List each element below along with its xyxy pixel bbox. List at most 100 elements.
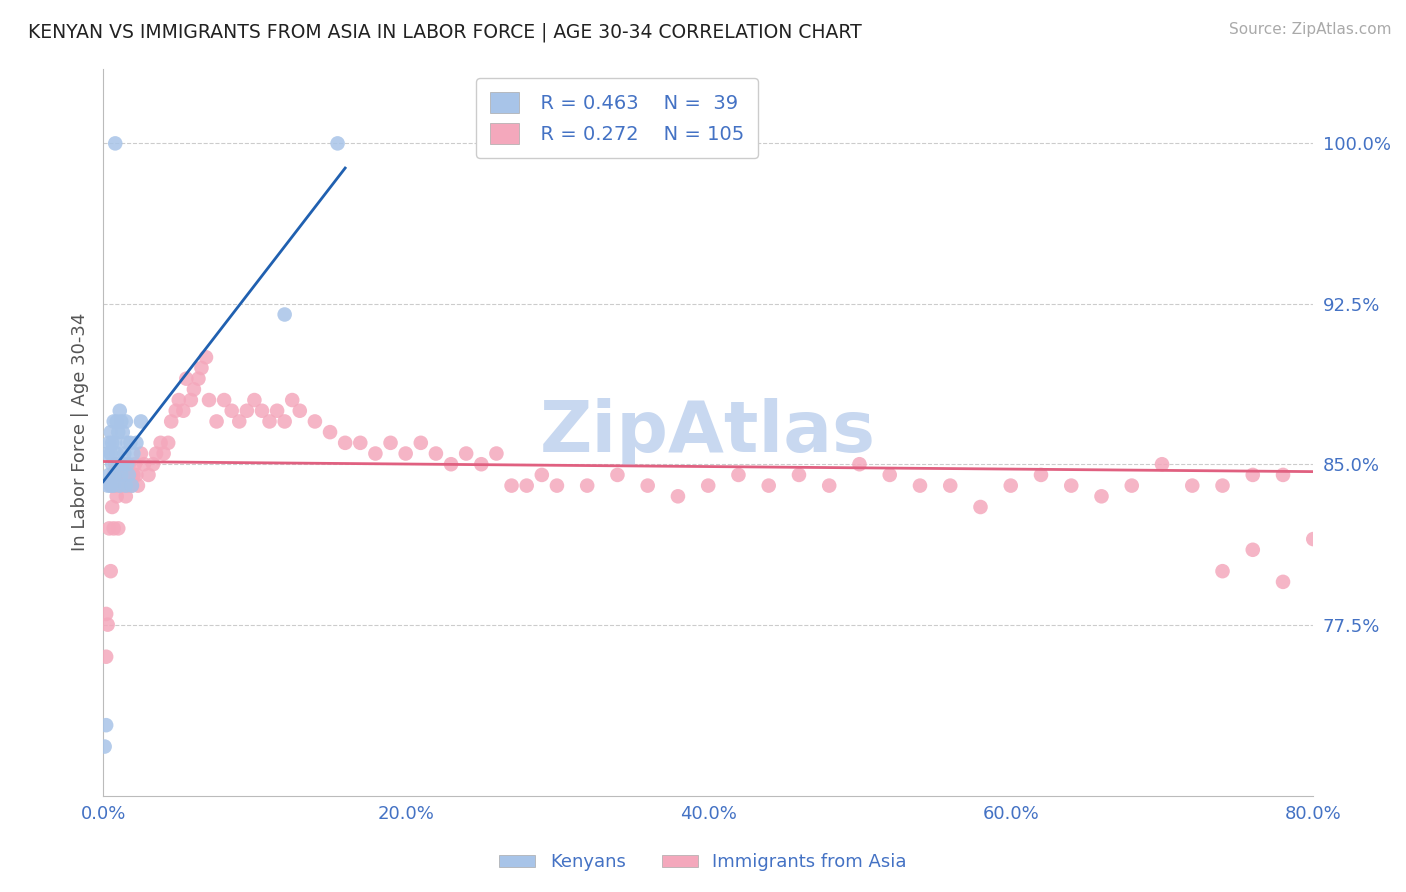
Point	[101, 500, 124, 514]
Point	[97, 617, 120, 632]
Point	[104, 467, 127, 482]
Point	[160, 414, 183, 428]
Point	[97, 446, 120, 460]
Point	[100, 564, 122, 578]
Point	[187, 372, 209, 386]
Point	[440, 457, 463, 471]
Point	[190, 361, 212, 376]
Point	[273, 414, 295, 428]
Point	[1211, 478, 1233, 492]
Point	[122, 446, 145, 460]
Point	[1121, 478, 1143, 492]
Point	[124, 457, 146, 471]
Point	[1211, 564, 1233, 578]
Point	[125, 435, 148, 450]
Point	[114, 478, 136, 492]
Point	[114, 467, 136, 482]
Point	[165, 403, 187, 417]
Point	[125, 467, 148, 482]
Point	[879, 467, 901, 482]
Point	[101, 457, 124, 471]
Point	[104, 478, 127, 492]
Point	[111, 457, 134, 471]
Point	[121, 478, 143, 492]
Point	[176, 372, 198, 386]
Y-axis label: In Labor Force | Age 30-34: In Labor Force | Age 30-34	[72, 313, 89, 551]
Point	[1302, 532, 1324, 546]
Point	[114, 489, 136, 503]
Point	[98, 467, 121, 482]
Point	[236, 403, 259, 417]
Point	[122, 467, 145, 482]
Point	[105, 489, 128, 503]
Point	[96, 607, 118, 621]
Point	[111, 478, 134, 492]
Point	[100, 425, 122, 439]
Point	[110, 414, 132, 428]
Point	[107, 521, 129, 535]
Text: KENYAN VS IMMIGRANTS FROM ASIA IN LABOR FORCE | AGE 30-34 CORRELATION CHART: KENYAN VS IMMIGRANTS FROM ASIA IN LABOR …	[28, 22, 862, 42]
Point	[281, 392, 304, 407]
Point	[111, 425, 134, 439]
Point	[120, 435, 142, 450]
Point	[666, 489, 689, 503]
Point	[1090, 489, 1112, 503]
Point	[259, 414, 281, 428]
Point	[100, 478, 122, 492]
Point	[108, 478, 131, 492]
Point	[180, 392, 202, 407]
Point	[349, 435, 371, 450]
Point	[304, 414, 326, 428]
Point	[97, 478, 120, 492]
Point	[1272, 467, 1295, 482]
Point	[104, 457, 127, 471]
Point	[1241, 467, 1264, 482]
Point	[114, 414, 136, 428]
Point	[273, 308, 295, 322]
Point	[118, 457, 141, 471]
Point	[228, 414, 250, 428]
Point	[142, 457, 165, 471]
Point	[697, 478, 720, 492]
Point	[266, 403, 288, 417]
Point	[939, 478, 962, 492]
Point	[1029, 467, 1052, 482]
Point	[96, 649, 118, 664]
Point	[516, 478, 538, 492]
Text: ZipAtlas: ZipAtlas	[540, 398, 876, 467]
Point	[243, 392, 266, 407]
Point	[112, 467, 135, 482]
Point	[107, 425, 129, 439]
Point	[100, 446, 122, 460]
Point	[100, 478, 122, 492]
Point	[198, 392, 221, 407]
Point	[470, 457, 492, 471]
Point	[637, 478, 659, 492]
Point	[606, 467, 628, 482]
Point	[138, 467, 160, 482]
Point	[112, 446, 135, 460]
Point	[501, 478, 523, 492]
Point	[395, 446, 418, 460]
Point	[848, 457, 870, 471]
Point	[96, 718, 118, 732]
Point	[969, 500, 991, 514]
Point	[103, 414, 125, 428]
Point	[108, 403, 131, 417]
Point	[576, 478, 599, 492]
Point	[145, 446, 167, 460]
Point	[120, 467, 142, 482]
Point	[104, 435, 127, 450]
Point	[110, 467, 132, 482]
Point	[93, 739, 115, 754]
Point	[117, 435, 139, 450]
Point	[787, 467, 810, 482]
Legend: Kenyans, Immigrants from Asia: Kenyans, Immigrants from Asia	[492, 847, 914, 879]
Point	[364, 446, 387, 460]
Point	[129, 446, 152, 460]
Point	[1150, 457, 1173, 471]
Point	[183, 383, 205, 397]
Legend:   R = 0.463    N =  39,   R = 0.272    N = 105: R = 0.463 N = 39, R = 0.272 N = 105	[475, 78, 758, 158]
Point	[250, 403, 273, 417]
Point	[107, 457, 129, 471]
